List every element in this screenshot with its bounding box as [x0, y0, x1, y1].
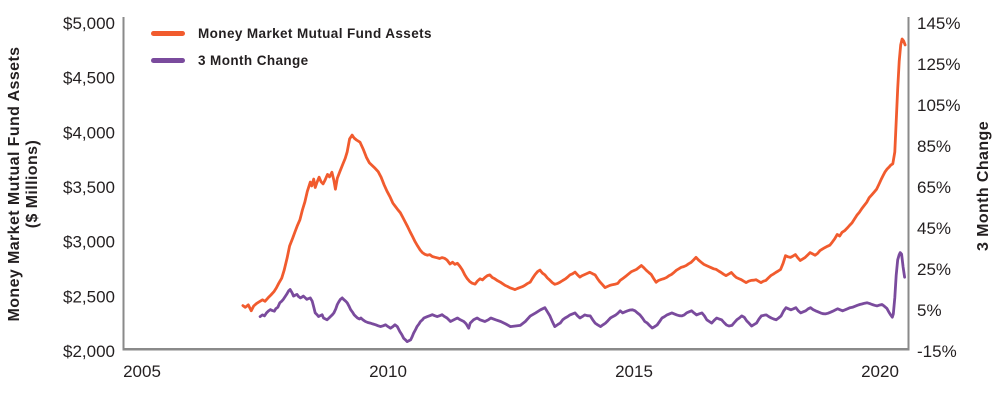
assets-line-swatch-icon — [151, 30, 185, 36]
left-axis-tick-label: $3,500 — [63, 178, 115, 197]
right-axis-tick-label: 25% — [917, 260, 951, 279]
right-axis-tick-label: 65% — [917, 178, 951, 197]
left-axis-title: Money Market Mutual Fund Assets ($ Milli… — [6, 18, 42, 350]
change-line-swatch-icon — [151, 57, 185, 63]
right-axis-tick-label: 105% — [917, 96, 960, 115]
x-axis-tick-label: 2020 — [861, 362, 899, 381]
x-axis-tick-label: 2005 — [123, 362, 161, 381]
left-axis-title-line2: ($ Millions) — [24, 139, 41, 229]
right-axis-title: 3 Month Change — [975, 86, 993, 286]
left-axis-tick-label: $4,500 — [63, 69, 115, 88]
legend: Money Market Mutual Fund Assets 3 Month … — [151, 25, 432, 79]
legend-label-change: 3 Month Change — [198, 52, 309, 68]
assets-line — [241, 37, 907, 313]
right-axis-tick-label: 125% — [917, 55, 960, 74]
right-axis-tick-label: 5% — [917, 301, 942, 320]
change-line — [258, 251, 906, 344]
x-axis-tick-label: 2010 — [369, 362, 407, 381]
left-axis-tick-label: $2,500 — [63, 287, 115, 306]
right-axis-tick-label: -15% — [917, 342, 957, 361]
left-axis-tick-label: $3,000 — [63, 233, 115, 252]
legend-item-change: 3 Month Change — [151, 52, 432, 68]
legend-item-assets: Money Market Mutual Fund Assets — [151, 25, 432, 41]
right-axis-tick-label: 85% — [917, 137, 951, 156]
left-axis-tick-label: $2,000 — [63, 342, 115, 361]
right-axis-title-text: 3 Month Change — [975, 120, 992, 252]
left-axis-tick-label: $5,000 — [63, 14, 115, 33]
left-axis-tick-label: $4,000 — [63, 123, 115, 142]
right-axis-tick-label: 45% — [917, 219, 951, 238]
legend-label-assets: Money Market Mutual Fund Assets — [198, 25, 432, 41]
left-axis-title-line1: Money Market Mutual Fund Assets — [6, 46, 23, 322]
right-axis-tick-label: 145% — [917, 14, 960, 33]
x-axis-tick-label: 2015 — [615, 362, 653, 381]
